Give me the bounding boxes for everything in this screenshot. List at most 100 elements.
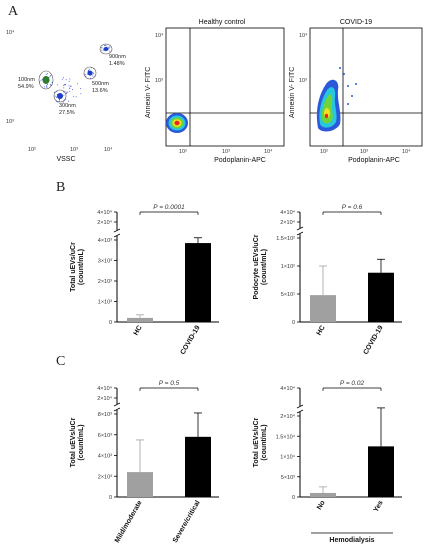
vssc-event-dot — [108, 46, 110, 48]
vssc-event-dot — [92, 71, 94, 73]
y-axis-label-line1: Total uEVs/uCr — [70, 242, 77, 292]
vssc-event-dot — [65, 98, 67, 100]
covid-tick-x3: 10⁴ — [402, 148, 411, 155]
panel-label-a: A — [8, 4, 19, 19]
panel-label-b: B — [56, 180, 66, 195]
vssc-event-dot — [61, 78, 63, 80]
p-value-label: P = 0.5 — [159, 380, 180, 387]
vssc-event-dot — [51, 82, 53, 83]
vssc-event-dot — [50, 75, 52, 77]
y-tick-label: 6×10³ — [98, 433, 112, 439]
vssc-event-dot — [46, 85, 48, 87]
vssc-event-dot — [70, 85, 71, 87]
bar-hc — [127, 317, 153, 322]
vssc-event-dot — [68, 85, 70, 87]
vssc-event-dot — [56, 101, 58, 102]
y-axis-label-line2: (count/mL) — [261, 424, 268, 460]
vssc-event-dot — [45, 73, 47, 75]
vssc-event-dot — [84, 74, 86, 76]
y-tick-label: 0 — [292, 495, 295, 501]
y-tick-label: 4×10³ — [98, 454, 112, 460]
vssc-event-dot — [77, 83, 79, 85]
gate-label-500nm-size: 500nm — [92, 81, 109, 87]
covid-event-dot — [339, 67, 341, 69]
vssc-event-dot — [83, 73, 85, 75]
y-tick-label: 1×10⁴ — [280, 454, 295, 461]
vssc-event-dot — [46, 86, 48, 88]
gate-100nm — [38, 70, 54, 90]
covid-tick-y1: 10⁴ — [299, 32, 308, 39]
vssc-x-tick-2: 10³ — [70, 147, 78, 153]
bar-yes — [368, 446, 394, 497]
x-category-label: No — [316, 500, 327, 512]
vssc-event-dot — [39, 81, 41, 83]
vssc-event-dot — [80, 93, 82, 95]
y-tick-label: 5×10³ — [281, 475, 295, 481]
vssc-event-dot — [40, 79, 42, 81]
vssc-event-dot — [88, 68, 90, 70]
vssc-event-dot — [49, 76, 51, 78]
y-axis-label: Total uEVs/uCr(count/mL) — [70, 242, 85, 292]
bar-chart-C-right: 0 5×10³ 1×10⁴ 1.5×10⁴ 2×10⁴ 4×10⁴ Total uEVs/u… — [253, 380, 402, 544]
vssc-x-tick-3: 10⁴ — [104, 146, 113, 153]
y-tick-label: 2×10³ — [98, 279, 112, 285]
vssc-event-dot — [65, 84, 66, 86]
y-tick-label: 1.5×10² — [276, 236, 295, 242]
vssc-event-dot — [64, 99, 66, 101]
gate-label-300nm-pct: 27.5% — [59, 110, 75, 116]
p-value-label: P = 0.6 — [342, 204, 363, 211]
p-value-label: P = 0.02 — [340, 380, 365, 387]
x-category-label: Mild/moderate — [114, 499, 144, 544]
vssc-event-dot — [109, 46, 111, 48]
covid-event-dot — [343, 73, 345, 75]
y-tick-label: 0 — [292, 320, 295, 326]
vssc-event-dot — [53, 91, 55, 93]
healthy-title: Healthy control — [199, 19, 246, 26]
y-axis-label-line2: (count/mL) — [78, 424, 85, 460]
y-axis-label-line1: Total uEVs/uCr — [253, 417, 260, 467]
hotspot-500nm — [87, 70, 93, 76]
covid-density-red — [324, 113, 329, 119]
vssc-event-dot — [80, 88, 82, 90]
y-tick-label: 0 — [109, 320, 112, 326]
hotspot-900nm — [103, 47, 109, 51]
x-group-label: Hemodialysis — [329, 537, 374, 544]
gate-label-900nm-pct: 1.48% — [109, 61, 125, 67]
y-axis-label-line1: Podocyte uEVs/uCr — [253, 234, 260, 299]
covid-tick-x2: 10³ — [360, 149, 368, 155]
vssc-event-dot — [57, 84, 59, 86]
healthy-tick-y1: 10⁴ — [155, 32, 164, 39]
vssc-event-dot — [108, 47, 110, 49]
vssc-event-dot — [92, 75, 94, 77]
y-break-tick-label: 4×10⁴ — [97, 209, 112, 216]
vssc-event-dot — [46, 86, 48, 88]
covid-event-dot — [347, 103, 349, 105]
vssc-event-dot — [55, 96, 57, 98]
vssc-event-dot — [63, 77, 64, 79]
bar-covid-19 — [185, 243, 211, 322]
covid-event-dot — [355, 83, 357, 85]
vssc-event-dot — [93, 73, 94, 75]
healthy-x-axis-label: Podoplanin-APC — [214, 157, 266, 164]
vssc-event-dot — [101, 49, 103, 51]
vssc-x-axis-label: VSSC — [56, 156, 75, 163]
vssc-event-dot — [68, 100, 70, 102]
y-break-tick-label: 4×10⁴ — [280, 385, 295, 392]
x-category-label: COVID-19 — [180, 324, 202, 356]
gate-900nm — [99, 43, 113, 55]
hotspot-300nm — [57, 93, 63, 99]
flow-plot-covid: COVID-19 Annexin V- FITC Podoplanin-APC … — [289, 19, 423, 164]
bar-severe-critical — [185, 436, 211, 497]
vssc-hotspots — [42, 47, 109, 99]
gate-label-100nm-size: 100nm — [18, 77, 35, 83]
y-axis-label: Total uEVs/uCr(count/mL) — [70, 417, 85, 467]
y-tick-label: 5×10¹ — [281, 292, 295, 298]
vssc-event-dot — [47, 73, 49, 75]
bar-covid-19 — [368, 272, 394, 322]
vssc-event-dot — [57, 101, 59, 103]
y-break-tick-label: 4×10⁴ — [97, 385, 112, 392]
y-axis-label-line1: Total uEVs/uCr — [70, 417, 77, 467]
y-axis-label: Total uEVs/uCr(count/mL) — [253, 417, 268, 467]
bar-charts: 0 1×10³ 2×10³ 3×10³ 4×10³ 2×10⁴ 4×10⁴ Total uEV… — [70, 204, 402, 544]
vssc-event-dot — [47, 84, 48, 85]
